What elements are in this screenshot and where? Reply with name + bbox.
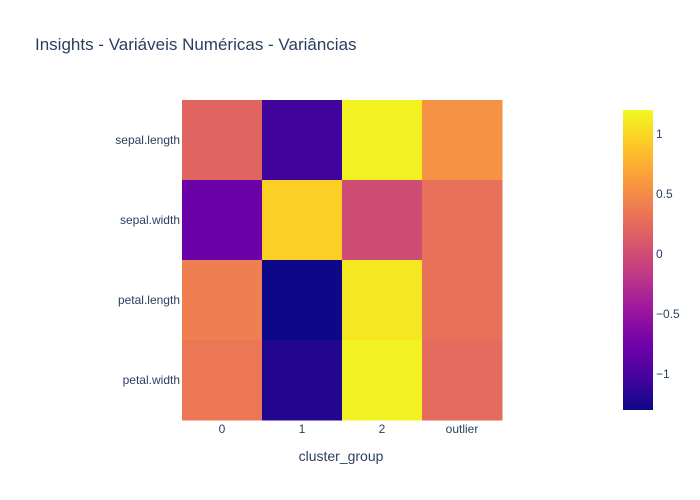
y-tick-label: sepal.width [120, 213, 180, 227]
x-axis-title: cluster_group [299, 448, 384, 464]
heatmap-cell [262, 340, 343, 421]
colorbar-tick-label: −0.5 [656, 307, 680, 321]
heatmap-cell [262, 180, 343, 261]
heatmap-cell [422, 180, 503, 261]
heatmap-cell [342, 100, 423, 181]
colorbar [623, 110, 653, 410]
heatmap-cell [262, 100, 343, 181]
heatmap-cell [182, 180, 263, 261]
colorbar-tick-label: −1 [656, 367, 670, 381]
y-tick-label: petal.length [118, 293, 180, 307]
heatmap-cell [262, 260, 343, 341]
heatmap-cell [182, 100, 263, 181]
heatmap-cell [182, 340, 263, 421]
heatmap-cell [342, 180, 423, 261]
colorbar-tick-label: 0.5 [656, 187, 673, 201]
heatmap-cell [422, 340, 503, 421]
heatmap-cell [182, 260, 263, 341]
x-tick-label: outlier [446, 422, 479, 436]
colorbar-tick-label: 1 [656, 127, 663, 141]
chart-title: Insights - Variáveis Numéricas - Variânc… [35, 35, 357, 54]
heatmap-cell [422, 100, 503, 181]
y-tick-label: petal.width [123, 373, 180, 387]
y-tick-labels: sepal.length sepal.width petal.length petal… [115, 133, 180, 387]
x-tick-label: 1 [299, 422, 306, 436]
x-tick-label: 0 [219, 422, 226, 436]
heatmap-cell [422, 260, 503, 341]
heatmap-cell [342, 260, 423, 341]
x-tick-labels: 0 1 2 outlier [219, 422, 479, 436]
y-tick-label: sepal.length [115, 133, 180, 147]
colorbar-tick-label: 0 [656, 247, 663, 261]
heatmap-cells [182, 100, 503, 421]
heatmap-cell [342, 340, 423, 421]
colorbar-tick-labels: 1 0.5 0 −0.5 −1 [656, 127, 680, 381]
x-tick-label: 2 [379, 422, 386, 436]
